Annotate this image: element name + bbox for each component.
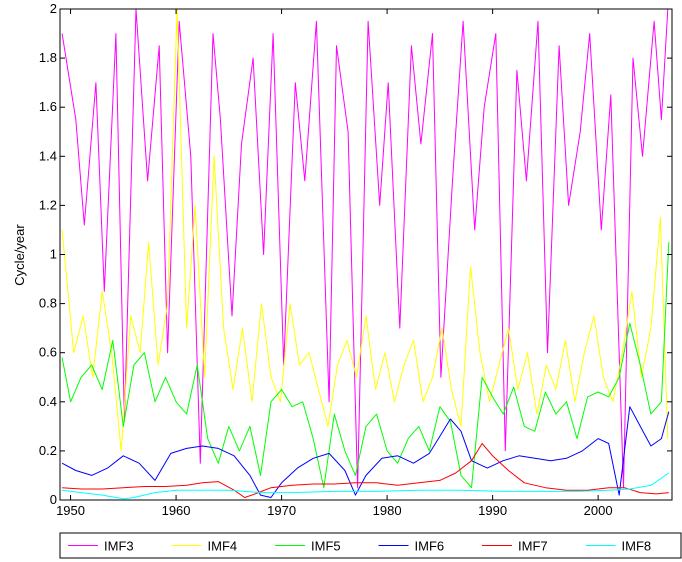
x-tick-label: 1970 [267, 503, 296, 518]
x-tick-label: 1960 [162, 503, 191, 518]
legend-label-imf3: IMF3 [104, 539, 134, 554]
y-tick-label: 1.8 [39, 50, 57, 65]
legend-label-imf6: IMF6 [415, 539, 445, 554]
series-layer [61, 9, 670, 500]
series-line-imf6 [61, 406, 670, 498]
y-tick-label: 0 [50, 492, 57, 507]
y-tick-label: 2 [50, 1, 57, 16]
axes: 1950 1960 1970 1980 1990 2000 0 0.2 0.4 0.6 0.8 1 1.… [39, 1, 673, 518]
y-tick-label: 0.2 [39, 443, 57, 458]
y-tick-label: 0.4 [39, 394, 57, 409]
legend-label-imf4: IMF4 [208, 539, 238, 554]
legend-box [59, 532, 682, 559]
series-line-imf7 [62, 443, 669, 498]
x-tick-label: 1990 [478, 503, 507, 518]
plot-area [60, 9, 672, 500]
y-tick-label: 1 [50, 247, 57, 262]
y-tick-label: 1.4 [39, 148, 57, 163]
series-line-imf3 [61, 9, 669, 489]
legend: IMF3 IMF4 IMF5 IMF6 IMF7 IMF8 [59, 532, 682, 559]
series-line-imf5 [61, 242, 670, 489]
y-tick-label: 1.6 [39, 99, 57, 114]
y-tick-label: 0.6 [39, 345, 57, 360]
y-tick-label: 1.2 [39, 197, 57, 212]
legend-label-imf8: IMF8 [622, 539, 652, 554]
x-tick-label: 2000 [584, 503, 613, 518]
y-axis-label: Cycle/year [12, 224, 27, 286]
y-tick-label: 0.8 [39, 296, 57, 311]
x-tick-label: 1980 [373, 503, 402, 518]
series-line-imf4 [61, 9, 669, 452]
legend-label-imf5: IMF5 [311, 539, 341, 554]
x-tick-label: 1950 [56, 503, 85, 518]
legend-label-imf7: IMF7 [518, 539, 548, 554]
series-line-imf8 [62, 472, 670, 500]
